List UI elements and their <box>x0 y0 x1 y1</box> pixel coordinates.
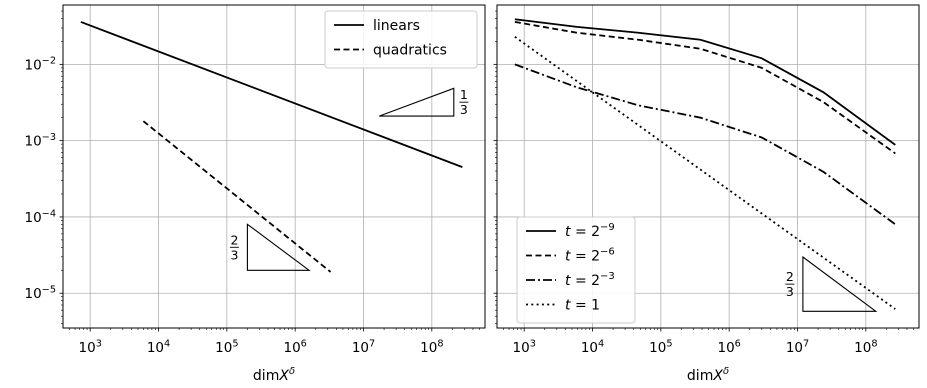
x-axis-label-exp: δ <box>289 366 295 377</box>
x-tick-label: 108 <box>854 338 877 356</box>
x-tick-label: 104 <box>147 338 170 356</box>
x-tick-label-base: 10 <box>352 340 369 356</box>
legend-label-0: linears <box>373 18 420 34</box>
x-tick-label-base: 10 <box>215 340 232 356</box>
y-tick-label: 10−5 <box>24 285 56 303</box>
x-tick-label-base: 10 <box>581 340 598 356</box>
y-tick-label-base: 10 <box>24 57 41 73</box>
x-tick-label-exp: 6 <box>735 338 741 349</box>
x-tick-label: 103 <box>79 338 102 356</box>
x-tick-label-base: 10 <box>649 340 666 356</box>
legend-label-0: t = 2−9 <box>565 222 615 240</box>
slope-triangle-1 <box>246 223 311 271</box>
x-tick-label-exp: 4 <box>598 338 604 349</box>
legend-var: t <box>565 249 571 265</box>
legend-box <box>516 216 636 324</box>
x-tick-label: 107 <box>352 338 375 356</box>
slope-triangle-0 <box>802 255 878 312</box>
x-tick-label-base: 10 <box>717 340 734 356</box>
x-axis-label: dimXδ <box>687 366 729 384</box>
x-tick-label: 108 <box>420 338 443 356</box>
legend-var: t <box>565 298 571 314</box>
y-tick-label-exp: −5 <box>42 285 56 296</box>
y-tick-label-exp: −4 <box>42 208 56 219</box>
x-tick-label-exp: 3 <box>96 338 102 349</box>
y-tick-label: 10−2 <box>24 56 56 74</box>
series-line-1 <box>142 120 332 273</box>
x-tick-label: 104 <box>581 338 604 356</box>
x-tick-label: 103 <box>513 338 536 356</box>
y-tick-label-base: 10 <box>24 134 41 150</box>
x-tick-label-base: 10 <box>147 340 164 356</box>
legend-label-3: t = 1 <box>565 298 600 314</box>
x-tick-label-exp: 8 <box>871 338 877 349</box>
axes-frame <box>496 4 920 329</box>
slope-numerator: 2 <box>786 269 794 284</box>
x-tick-label-exp: 6 <box>301 338 307 349</box>
legend-label-1: t = 2−6 <box>565 247 615 265</box>
slope-triangle-0 <box>379 87 455 117</box>
x-tick-label-base: 10 <box>854 340 871 356</box>
y-tick-label-exp: −3 <box>42 132 56 143</box>
series-line-0 <box>514 18 896 146</box>
legend-exp: −6 <box>600 247 615 258</box>
x-axis-label-var: X <box>712 368 723 384</box>
series-line-1 <box>514 21 896 155</box>
x-tick-label-base: 10 <box>420 340 437 356</box>
legend-eq: = 1 <box>571 298 601 314</box>
x-axis-label-main: dim <box>253 368 279 384</box>
slope-denominator: 3 <box>786 284 794 299</box>
x-tick-label-exp: 5 <box>666 338 672 349</box>
axes-frame <box>62 4 486 329</box>
x-tick-label: 105 <box>215 338 238 356</box>
slope-denominator: 3 <box>460 102 468 117</box>
legend-label-1: quadratics <box>373 43 447 59</box>
series-line-0 <box>80 21 463 168</box>
y-tick-label-exp: −2 <box>42 56 56 67</box>
slope-denominator: 3 <box>230 247 238 262</box>
x-tick-label-exp: 7 <box>369 338 375 349</box>
slope-numerator: 2 <box>230 232 238 247</box>
x-tick-label-exp: 7 <box>803 338 809 349</box>
legend-label-2: t = 2−3 <box>565 271 615 289</box>
x-axis-label-var: X <box>278 368 289 384</box>
legend-eq: = 2 <box>571 224 601 240</box>
x-axis-label: dimXδ <box>253 366 295 384</box>
x-tick-label: 106 <box>283 338 306 356</box>
legend-var: t <box>565 224 571 240</box>
legend-exp: −9 <box>600 222 615 233</box>
left-panel: 103 104 105 106 107 10810−510−410−310−2dimXδ1… <box>24 4 486 384</box>
legend-eq: = 2 <box>571 249 601 265</box>
legend-eq: = 2 <box>571 273 601 289</box>
slope-numerator: 1 <box>460 87 468 102</box>
x-axis-label-exp: δ <box>723 366 729 377</box>
y-tick-label: 10−4 <box>24 208 56 226</box>
x-tick-label: 105 <box>649 338 672 356</box>
x-tick-label-exp: 5 <box>232 338 238 349</box>
x-tick-label-base: 10 <box>283 340 300 356</box>
x-tick-label: 106 <box>717 338 740 356</box>
y-tick-label-base: 10 <box>24 286 41 302</box>
legend-exp: −3 <box>600 271 615 282</box>
x-tick-label-base: 10 <box>513 340 530 356</box>
x-tick-label-exp: 3 <box>530 338 536 349</box>
x-tick-label: 107 <box>786 338 809 356</box>
legend-var: t <box>565 273 571 289</box>
x-axis-label-main: dim <box>687 368 713 384</box>
x-tick-label-base: 10 <box>79 340 96 356</box>
x-tick-label-exp: 8 <box>437 338 443 349</box>
y-tick-label-base: 10 <box>24 210 41 226</box>
series-line-3 <box>514 36 896 310</box>
x-tick-label-base: 10 <box>786 340 803 356</box>
x-tick-label-exp: 4 <box>164 338 170 349</box>
y-tick-label: 10−3 <box>24 132 56 150</box>
series-line-2 <box>514 63 896 226</box>
